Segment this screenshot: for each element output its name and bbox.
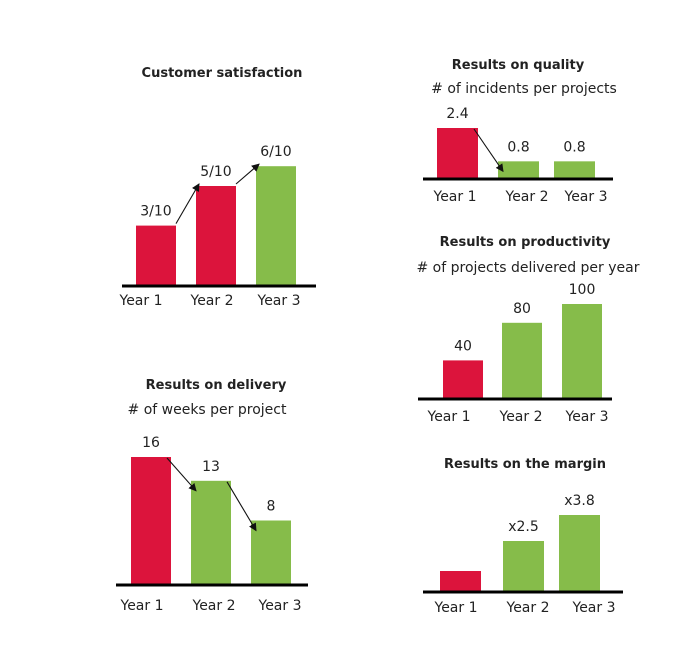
data-label: 3/10 <box>140 204 171 220</box>
x-tick-label: Year 3 <box>564 189 608 205</box>
x-tick-label: Year 1 <box>119 293 163 309</box>
bar-1 <box>440 571 481 591</box>
bar-3 <box>562 304 602 398</box>
data-label: 6/10 <box>260 144 291 160</box>
chart-results-productivity: Results on productivity # of projects de… <box>417 235 640 425</box>
x-tick-label: Year 2 <box>505 189 549 205</box>
x-tick-label: Year 1 <box>427 409 471 425</box>
data-label: 16 <box>142 435 160 451</box>
x-tick-label: Year 3 <box>572 600 616 616</box>
data-label: 0.8 <box>507 139 529 155</box>
chart-subtitle: # of weeks per project <box>128 402 287 418</box>
chart-title: Results on productivity <box>440 235 611 250</box>
chart-subtitle: # of incidents per projects <box>431 81 617 97</box>
x-tick-label: Year 3 <box>565 409 609 425</box>
data-label: 80 <box>513 301 531 317</box>
bar-2 <box>196 186 236 285</box>
x-tick-label: Year 2 <box>499 409 543 425</box>
x-tick-label: Year 2 <box>506 600 550 616</box>
bar-1 <box>136 225 176 285</box>
data-label: 100 <box>569 282 596 298</box>
x-tick-label: Year 1 <box>433 189 477 205</box>
bar-3 <box>251 520 291 584</box>
trend-arrow <box>226 481 257 532</box>
x-tick-label: Year 1 <box>120 598 164 614</box>
bar-3 <box>554 161 595 178</box>
x-tick-label: Year 3 <box>257 293 301 309</box>
chart-results-margin: Results on the margin Year 1 x2.5 Year 2 x3… <box>423 457 623 616</box>
data-label: 2.4 <box>446 106 468 122</box>
data-label: x3.8 <box>564 493 595 509</box>
bar-2 <box>503 541 544 591</box>
bar-2 <box>502 322 542 398</box>
bar-1 <box>131 457 171 584</box>
bar-3 <box>256 166 296 285</box>
data-label: 5/10 <box>200 164 231 180</box>
x-tick-label: Year 3 <box>258 598 302 614</box>
bar-1 <box>443 360 483 398</box>
trend-arrow <box>473 128 504 173</box>
x-tick-label: Year 2 <box>190 293 234 309</box>
bar-2 <box>498 161 539 178</box>
data-label: 0.8 <box>563 139 585 155</box>
bar-1 <box>437 128 478 178</box>
chart-title: Results on quality <box>452 58 585 73</box>
chart-subtitle: # of projects delivered per year <box>417 260 640 276</box>
bar-3 <box>559 515 600 591</box>
x-tick-label: Year 2 <box>192 598 236 614</box>
trend-arrow <box>166 457 197 492</box>
chart-title: Customer satisfaction <box>142 66 303 81</box>
x-tick-label: Year 1 <box>434 600 478 616</box>
chart-results-quality: Results on quality # of incidents per pr… <box>423 58 617 205</box>
chart-title: Results on delivery <box>146 378 287 393</box>
bar-2 <box>191 480 231 584</box>
trend-arrow <box>175 183 200 224</box>
chart-title: Results on the margin <box>444 457 606 472</box>
data-label: 40 <box>454 338 472 354</box>
data-label: x2.5 <box>508 519 539 535</box>
chart-results-delivery: Results on delivery # of weeks per proje… <box>116 378 308 614</box>
data-label: 8 <box>267 499 276 515</box>
data-label: 13 <box>202 459 220 475</box>
chart-customer-satisfaction: Customer satisfaction 3/10 Year 1 5/10 Year… <box>119 66 316 309</box>
trend-arrow <box>235 163 260 185</box>
